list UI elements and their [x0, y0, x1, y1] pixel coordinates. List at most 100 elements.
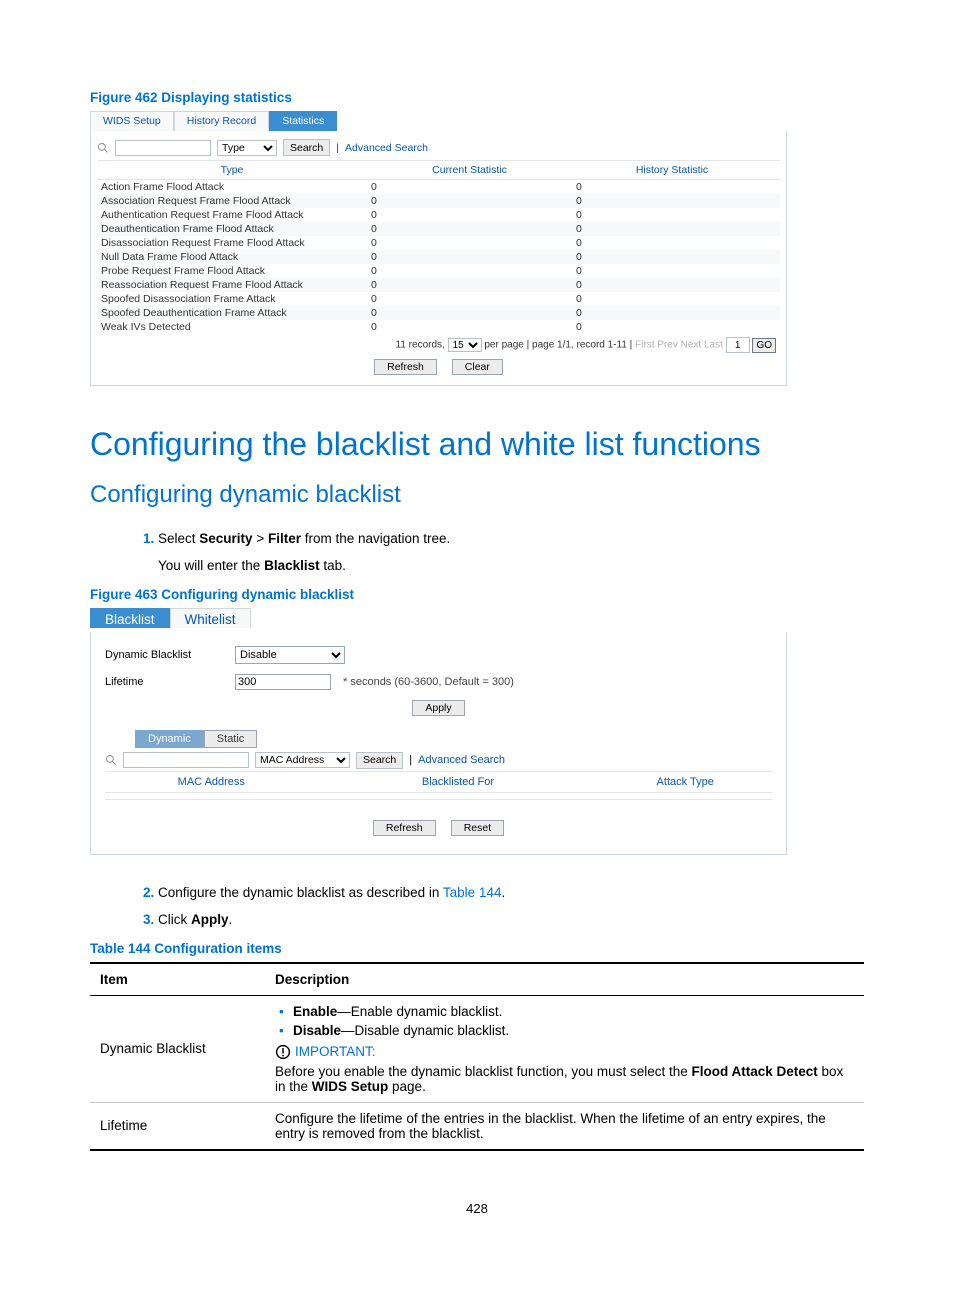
cell-type: Authentication Request Frame Flood Attac… — [97, 208, 367, 222]
table-row: Association Request Frame Flood Attack00 — [97, 194, 780, 208]
col-header-history: History Statistic — [572, 161, 772, 179]
step-1-line2: You will enter the Blacklist tab. — [158, 556, 864, 577]
figure-463-search-type-select[interactable]: MAC Address — [255, 752, 350, 768]
col-header-type: Type — [97, 161, 367, 179]
tab-wids-setup[interactable]: WIDS Setup — [90, 111, 174, 131]
table-144-caption: Table 144 Configuration items — [90, 941, 864, 956]
cell-current: 0 — [367, 264, 572, 278]
lifetime-input[interactable] — [235, 674, 331, 690]
cell-type: Deauthentication Frame Flood Attack — [97, 222, 367, 236]
cell-history: 0 — [572, 222, 772, 236]
table-144: Item Description Dynamic Blacklist Enabl… — [90, 962, 864, 1151]
table-row: Null Data Frame Flood Attack00 — [97, 250, 780, 264]
dynamic-blacklist-select[interactable]: Disable — [235, 646, 345, 664]
figure-462-search-type-select[interactable]: Type — [217, 140, 277, 156]
row1-desc: Enable—Enable dynamic blacklist. Disable… — [265, 996, 864, 1102]
step-1-text: Select Security > Filter from the naviga… — [158, 531, 450, 546]
figure-463-container: Blacklist Whitelist Dynamic Blacklist Di… — [90, 608, 864, 855]
row1-bullet-enable: Enable—Enable dynamic blacklist. — [293, 1004, 854, 1019]
cell-history: 0 — [572, 180, 772, 194]
table-row: Reassociation Request Frame Flood Attack… — [97, 278, 780, 292]
apply-button[interactable]: Apply — [412, 700, 464, 716]
figure-463-search-separator: | — [409, 754, 412, 766]
figure-462-search-input[interactable] — [115, 140, 211, 156]
pager-last[interactable]: Last — [704, 340, 723, 351]
exclamation-icon — [275, 1044, 291, 1060]
important-callout: IMPORTANT: — [275, 1044, 854, 1060]
pager-goto-input[interactable] — [726, 337, 750, 353]
cell-type: Null Data Frame Flood Attack — [97, 250, 367, 264]
figure-463-empty-list — [105, 793, 772, 800]
row1-bullet-disable: Disable—Disable dynamic blacklist. — [293, 1023, 854, 1038]
figure-463-search-input[interactable] — [123, 752, 249, 768]
pager-first[interactable]: First — [635, 340, 654, 351]
dynamic-blacklist-label: Dynamic Blacklist — [105, 649, 235, 661]
figure-462-table-body: Action Frame Flood Attack00Association R… — [97, 180, 780, 334]
table-144-row-dynamic-blacklist: Dynamic Blacklist Enable—Enable dynamic … — [90, 996, 864, 1103]
figure-462-refresh-button[interactable]: Refresh — [374, 359, 437, 375]
subtab-dynamic[interactable]: Dynamic — [135, 730, 204, 748]
search-icon — [105, 754, 117, 766]
cell-history: 0 — [572, 208, 772, 222]
cell-current: 0 — [367, 208, 572, 222]
figure-462-clear-button[interactable]: Clear — [452, 359, 503, 375]
cell-current: 0 — [367, 250, 572, 264]
cell-type: Spoofed Disassociation Frame Attack — [97, 292, 367, 306]
cell-type: Weak IVs Detected — [97, 320, 367, 334]
page-number: 428 — [90, 1201, 864, 1216]
table-row: Deauthentication Frame Flood Attack00 — [97, 222, 780, 236]
figure-462-container: WIDS Setup History Record Statistics Typ… — [90, 111, 864, 386]
lifetime-label: Lifetime — [105, 676, 235, 688]
figure-462-advanced-search-link[interactable]: Advanced Search — [345, 142, 428, 154]
tab-blacklist[interactable]: Blacklist — [90, 608, 170, 628]
table-144-head-desc: Description — [265, 964, 864, 995]
figure-463-refresh-button[interactable]: Refresh — [373, 820, 436, 836]
figure-463-list-header: MAC Address Blacklisted For Attack Type — [105, 771, 772, 793]
pager-prev[interactable]: Prev — [657, 340, 678, 351]
tab-whitelist[interactable]: Whitelist — [170, 608, 251, 628]
pager-range: per page | page 1/1, record 1-11 | — [484, 340, 632, 351]
pager-perpage-select[interactable]: 15 — [448, 338, 482, 352]
figure-463-reset-button[interactable]: Reset — [451, 820, 504, 836]
step-3: Click Apply. — [158, 910, 864, 931]
figure-462-pager: 11 records, 15 per page | page 1/1, reco… — [97, 334, 780, 353]
lifetime-hint: * seconds (60-3600, Default = 300) — [343, 676, 514, 688]
figure-462-search-button[interactable]: Search — [283, 139, 330, 156]
cell-current: 0 — [367, 180, 572, 194]
figure-463-search-button[interactable]: Search — [356, 752, 403, 769]
cell-current: 0 — [367, 306, 572, 320]
row2-item: Lifetime — [90, 1103, 265, 1149]
step-1: Select Security > Filter from the naviga… — [158, 529, 864, 577]
tab-history-record[interactable]: History Record — [174, 111, 269, 131]
row2-desc: Configure the lifetime of the entries in… — [265, 1103, 864, 1149]
subtab-static[interactable]: Static — [204, 730, 258, 748]
cell-history: 0 — [572, 264, 772, 278]
cell-current: 0 — [367, 320, 572, 334]
col-header-mac: MAC Address — [105, 772, 318, 792]
cell-type: Spoofed Deauthentication Frame Attack — [97, 306, 367, 320]
cell-type: Association Request Frame Flood Attack — [97, 194, 367, 208]
cell-type: Action Frame Flood Attack — [97, 180, 367, 194]
table-row: Disassociation Request Frame Flood Attac… — [97, 236, 780, 250]
section-heading: Configuring dynamic blacklist — [90, 481, 864, 509]
cell-type: Disassociation Request Frame Flood Attac… — [97, 236, 367, 250]
figure-463-bottom-buttons: Refresh Reset — [105, 800, 772, 846]
table-row: Spoofed Deauthentication Frame Attack00 — [97, 306, 780, 320]
tab-statistics[interactable]: Statistics — [269, 111, 337, 131]
cell-type: Probe Request Frame Flood Attack — [97, 264, 367, 278]
cell-history: 0 — [572, 292, 772, 306]
figure-462-tabbar: WIDS Setup History Record Statistics — [90, 111, 864, 131]
figure-463-tabbar: Blacklist Whitelist — [90, 608, 864, 628]
col-header-attack-type: Attack Type — [598, 772, 772, 792]
figure-462-bottom-buttons: Refresh Clear — [97, 353, 780, 379]
figure-463-advanced-search-link[interactable]: Advanced Search — [418, 754, 505, 766]
figure-463-subtabs: Dynamic Static — [135, 730, 772, 748]
cell-current: 0 — [367, 236, 572, 250]
pager-go-button[interactable]: GO — [752, 338, 776, 353]
pager-next[interactable]: Next — [681, 340, 702, 351]
search-icon — [97, 142, 109, 154]
table-144-link[interactable]: Table 144 — [443, 885, 502, 900]
cell-history: 0 — [572, 278, 772, 292]
table-row: Spoofed Disassociation Frame Attack00 — [97, 292, 780, 306]
figure-462-caption: Figure 462 Displaying statistics — [90, 90, 864, 105]
